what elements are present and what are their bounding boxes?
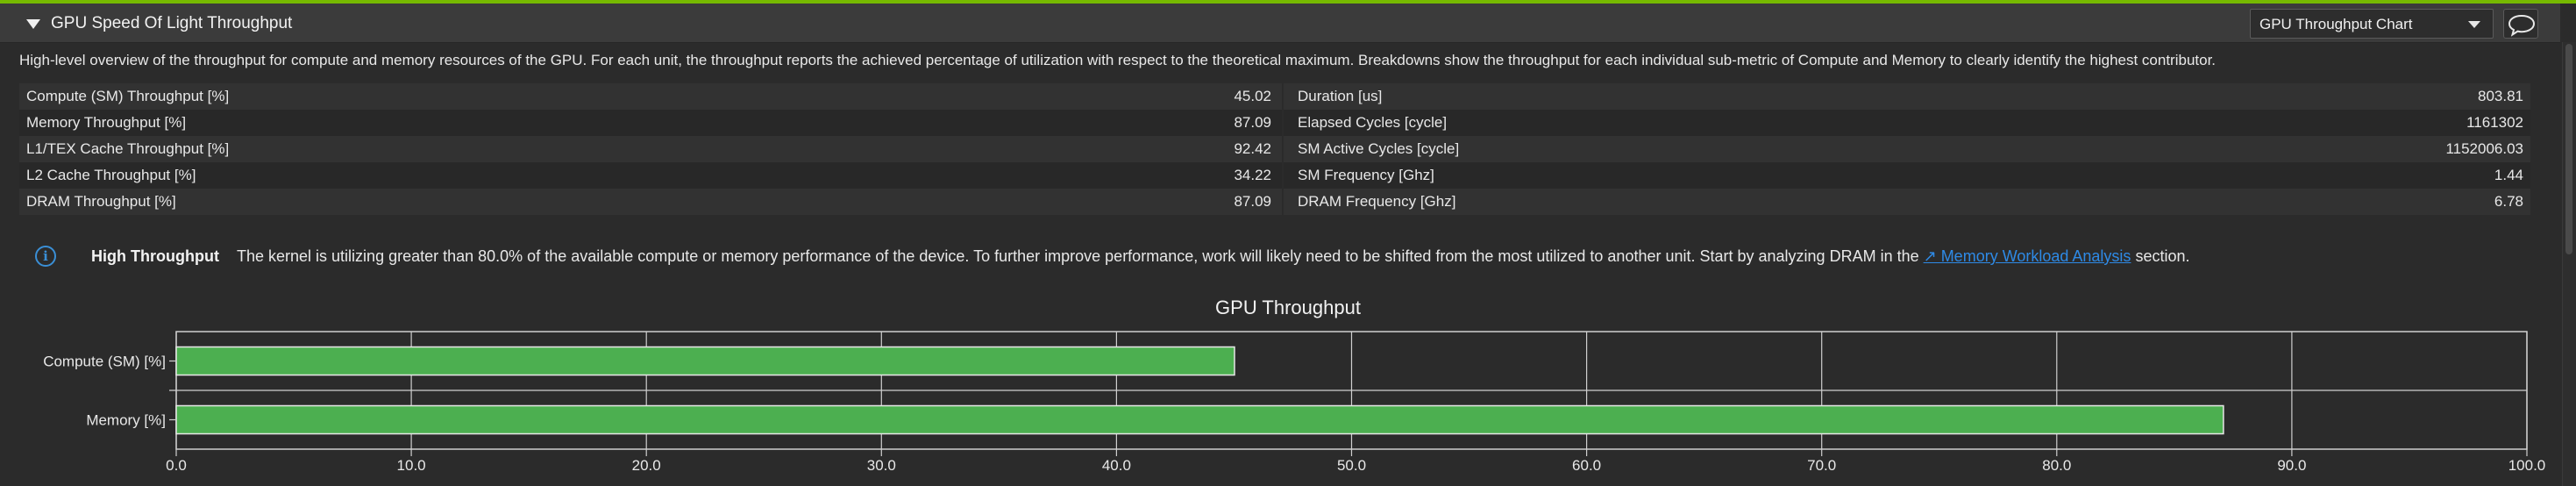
x-tick-label: 10.0 xyxy=(397,457,426,474)
metric-name: DRAM Frequency [Ghz] xyxy=(1298,193,1456,210)
metric-value: 34.22 xyxy=(1234,167,1271,183)
metric-value: 87.09 xyxy=(1234,193,1271,210)
metric-value: 92.42 xyxy=(1234,140,1271,157)
section-description: High-level overview of the throughput fo… xyxy=(19,52,2217,68)
metric-value: 1161302 xyxy=(2466,114,2523,131)
x-tick-label: 90.0 xyxy=(2277,457,2306,474)
metrics-row: L2 Cache Throughput [%] 34.22 SM Frequen… xyxy=(19,162,2530,189)
bar xyxy=(175,404,2224,435)
metrics-table: Compute (SM) Throughput [%] 45.02 Durati… xyxy=(19,83,2530,215)
metric-name: SM Frequency [Ghz] xyxy=(1298,167,1434,183)
column-divider xyxy=(1282,136,1284,162)
metrics-row: Memory Throughput [%] 87.09 Elapsed Cycl… xyxy=(19,110,2530,136)
scrollbar-thumb[interactable] xyxy=(2565,44,2572,254)
x-tick-label: 40.0 xyxy=(1102,457,1131,474)
metric-value: 6.78 xyxy=(2494,193,2523,210)
metric-name: Compute (SM) Throughput [%] xyxy=(26,88,230,104)
x-tick-label: 70.0 xyxy=(1807,457,1836,474)
x-tick-label: 80.0 xyxy=(2042,457,2071,474)
metrics-row: DRAM Throughput [%] 87.09 DRAM Frequency… xyxy=(19,189,2530,215)
section-header[interactable]: GPU Speed Of Light Throughput GPU Throug… xyxy=(0,4,2560,43)
rule-message: The kernel is utilizing greater than 80.… xyxy=(237,247,2189,266)
metric-value: 1152006.03 xyxy=(2445,140,2523,157)
bar xyxy=(175,346,1235,376)
comment-button[interactable] xyxy=(2503,9,2538,39)
chart-title: GPU Throughput xyxy=(1215,297,1361,318)
x-tick-label: 30.0 xyxy=(867,457,896,474)
metric-name: DRAM Throughput [%] xyxy=(26,193,176,210)
rule-result-banner: i High Throughput The kernel is utilizin… xyxy=(19,235,2544,279)
x-tick-label: 60.0 xyxy=(1572,457,1601,474)
x-tick-label: 20.0 xyxy=(632,457,661,474)
metric-name: L1/TEX Cache Throughput [%] xyxy=(26,140,230,157)
metrics-row: L1/TEX Cache Throughput [%] 92.42 SM Act… xyxy=(19,136,2530,162)
section-title: GPU Speed Of Light Throughput xyxy=(51,14,293,32)
chevron-down-icon xyxy=(2468,21,2480,28)
x-tick-label: 50.0 xyxy=(1337,457,1366,474)
x-tick-label: 0.0 xyxy=(166,457,187,474)
chart-selector-value: GPU Throughput Chart xyxy=(2259,16,2413,32)
column-divider xyxy=(1282,162,1284,189)
column-divider xyxy=(1282,110,1284,136)
metric-name: Memory Throughput [%] xyxy=(26,114,187,131)
category-label: Memory [%] xyxy=(86,412,166,429)
column-divider xyxy=(1282,189,1284,215)
column-divider xyxy=(1282,83,1284,110)
metric-value: 87.09 xyxy=(1234,114,1271,131)
metric-value: 803.81 xyxy=(2478,88,2523,104)
info-icon: i xyxy=(35,246,56,267)
x-tick-label: 100.0 xyxy=(2508,457,2546,474)
metric-name: SM Active Cycles [cycle] xyxy=(1298,140,1460,157)
metric-name: L2 Cache Throughput [%] xyxy=(26,167,196,183)
metric-value: 45.02 xyxy=(1234,88,1271,104)
accent-line xyxy=(0,0,2576,4)
metric-value: 1.44 xyxy=(2494,167,2523,183)
rule-message-text: The kernel is utilizing greater than 80.… xyxy=(237,247,1924,265)
metric-name: Elapsed Cycles [cycle] xyxy=(1298,114,1448,131)
metrics-row: Compute (SM) Throughput [%] 45.02 Durati… xyxy=(19,83,2530,110)
metric-name: Duration [us] xyxy=(1298,88,1383,104)
rule-title: High Throughput xyxy=(91,247,219,265)
memory-workload-analysis-link[interactable]: ↗ Memory Workload Analysis xyxy=(1923,247,2131,265)
category-label: Compute (SM) [%] xyxy=(43,354,166,370)
comment-icon xyxy=(2508,14,2536,37)
collapse-triangle-icon[interactable] xyxy=(26,19,40,29)
rule-message-suffix: section. xyxy=(2131,247,2190,265)
chart-selector-dropdown[interactable]: GPU Throughput Chart xyxy=(2250,9,2494,39)
